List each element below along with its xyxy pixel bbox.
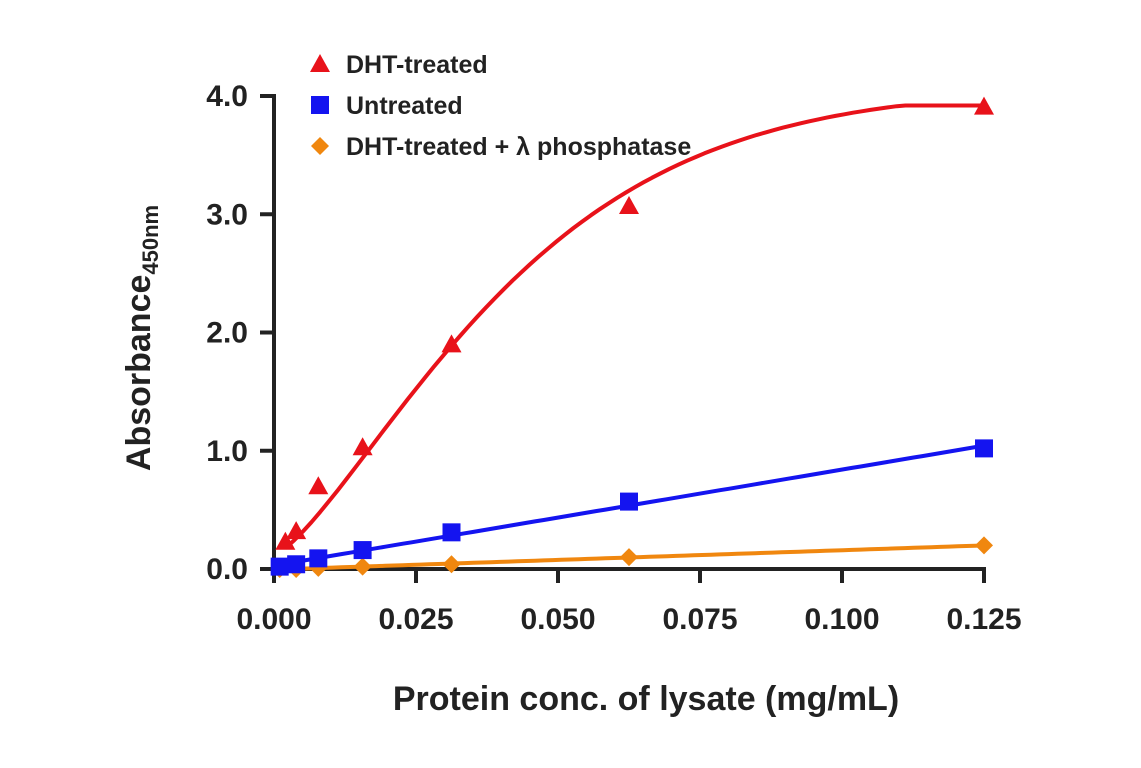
data-point: [353, 541, 372, 560]
data-point: [975, 439, 993, 458]
legend-item: Untreated: [311, 92, 463, 120]
data-point: [441, 334, 462, 353]
y-tick-label: 4.0: [206, 80, 248, 113]
legend: DHT-treated Untreated DHT-treated + λ phos…: [310, 51, 691, 161]
series-diamond: [270, 536, 993, 578]
x-tick-label: 0.025: [378, 603, 453, 636]
legend-marker: [310, 54, 330, 72]
data-point: [620, 492, 638, 511]
x-tick-label: 0.000: [236, 603, 311, 636]
y-tick-label: 0.0: [206, 553, 248, 586]
data-point: [286, 521, 307, 540]
data-point: [270, 557, 289, 576]
y-axis-title-subscript: 450nm: [138, 205, 163, 275]
data-point: [352, 437, 373, 456]
y-axis-title: Absorbance450nm: [120, 205, 163, 471]
x-tick-label: 0.100: [804, 603, 879, 636]
y-tick-label: 2.0: [206, 317, 248, 350]
series-triangle: [275, 96, 994, 550]
legend-label: DHT-treated: [346, 51, 488, 79]
data-point: [619, 195, 639, 214]
data-point: [308, 476, 329, 495]
legend-item: DHT-treated: [310, 51, 488, 79]
legend-marker: [311, 137, 329, 155]
y-axis-title-main: Absorbance: [120, 275, 158, 472]
y-tick-label: 3.0: [206, 198, 248, 231]
y-tick-label: 1.0: [206, 435, 248, 468]
legend-item: DHT-treated + λ phosphatase: [311, 133, 691, 161]
legend-marker: [311, 96, 329, 114]
data-point: [275, 531, 296, 550]
data-point: [353, 557, 372, 576]
data-point: [620, 548, 638, 567]
series-layer: [270, 96, 994, 578]
series-square: [270, 439, 993, 576]
legend-label: Untreated: [346, 92, 463, 120]
data-point: [442, 555, 461, 574]
x-tick-label: 0.050: [520, 603, 595, 636]
series-line: [284, 103, 984, 550]
ticks: 0.0 1.0 2.0 3.0 4.0 0.000 0.025 0.050 0.075 0.100…: [206, 80, 1021, 636]
x-axis-title: Protein conc. of lysate (mg/mL): [393, 680, 899, 718]
data-point: [974, 96, 994, 115]
data-point: [442, 523, 461, 542]
x-tick-label: 0.125: [946, 603, 1021, 636]
data-point: [309, 549, 328, 568]
data-point: [975, 536, 993, 555]
legend-label: DHT-treated + λ phosphatase: [346, 133, 691, 161]
x-tick-label: 0.075: [662, 603, 737, 636]
data-point: [287, 555, 306, 574]
